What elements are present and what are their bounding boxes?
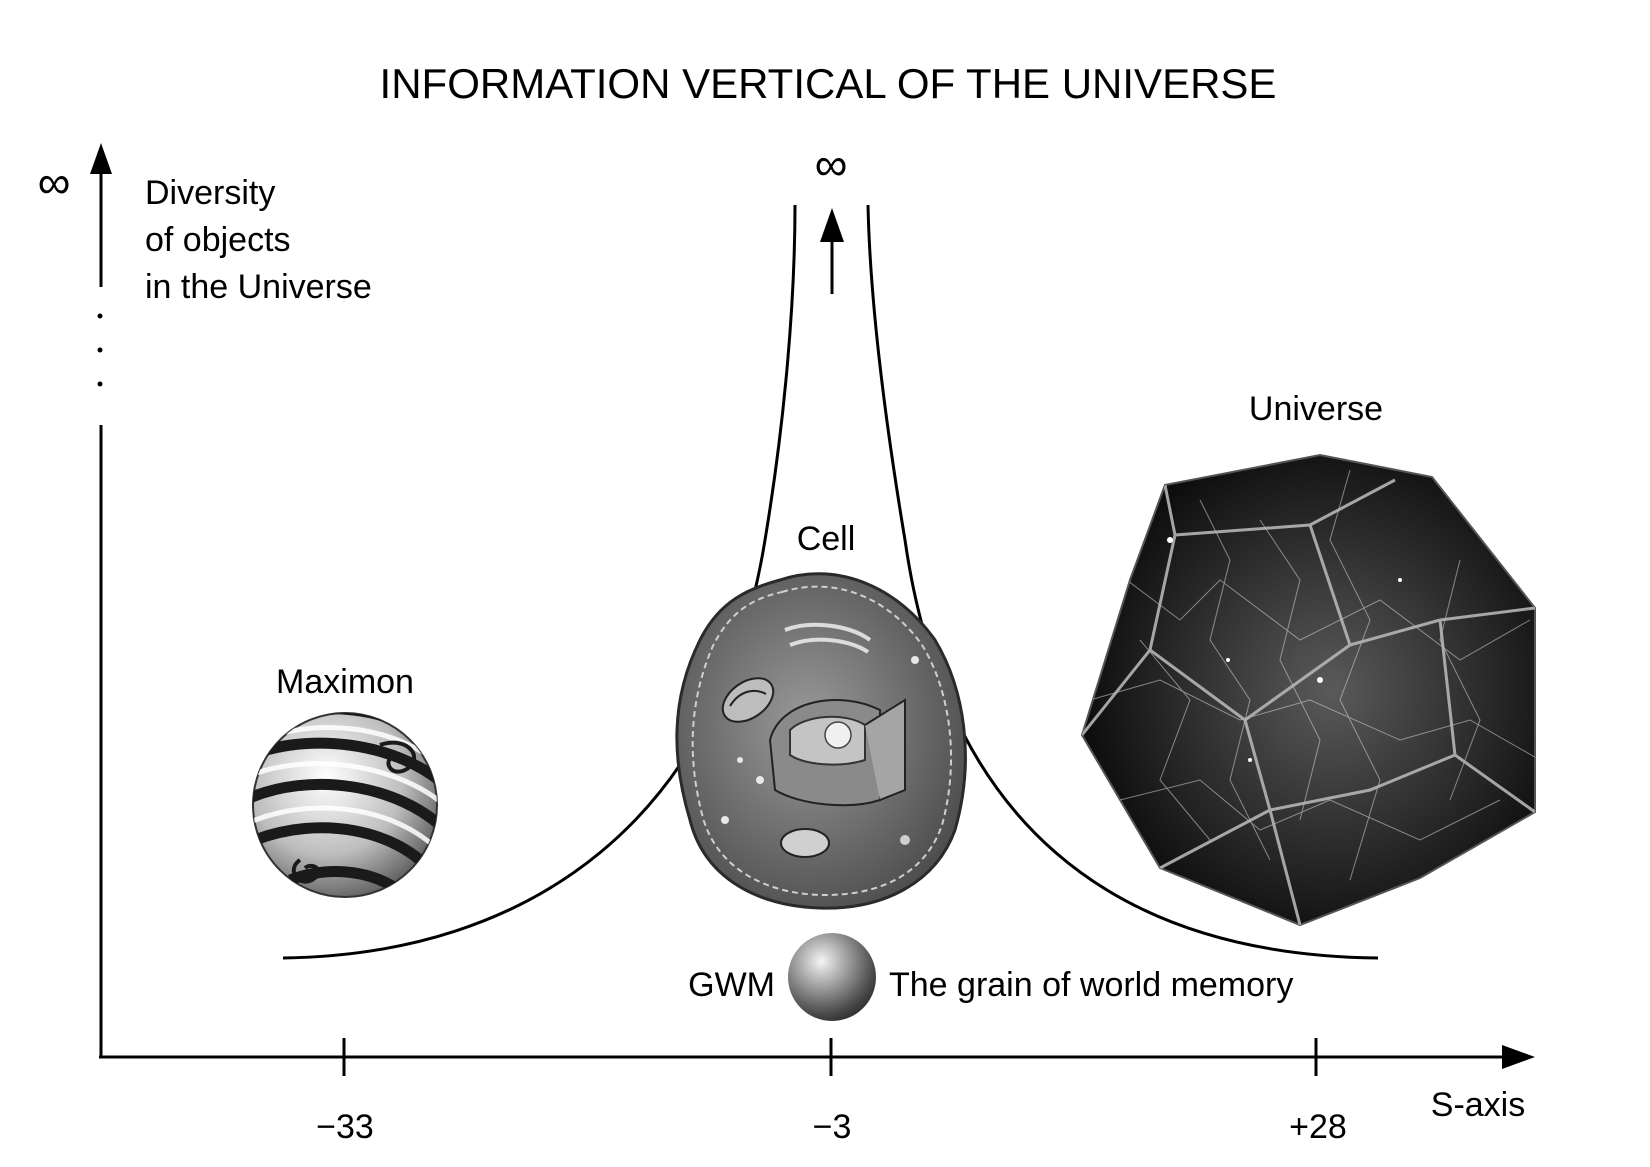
- curve-up-arrowhead: [820, 208, 844, 242]
- maximon-object: Maximon: [252, 663, 438, 898]
- x-axis-tick-label: −3: [813, 1108, 852, 1146]
- gwm-sphere-image: [788, 933, 876, 1021]
- gwm-description: The grain of world memory: [889, 966, 1293, 1004]
- gwm-object: GWM The grain of world memory: [688, 933, 1293, 1021]
- diagram-title: INFORMATION VERTICAL OF THE UNIVERSE: [380, 60, 1277, 107]
- x-axis-arrowhead: [1502, 1045, 1535, 1069]
- universe-dodecahedron-image: [1080, 453, 1536, 927]
- universe-object: Universe: [1080, 390, 1536, 927]
- maximon-label: Maximon: [276, 663, 414, 701]
- cell-illustration-image: [675, 572, 967, 910]
- curve-infinity-symbol: ∞: [815, 138, 848, 190]
- gwm-label: GWM: [688, 966, 775, 1004]
- maximon-spiral-sphere-image: [252, 712, 438, 898]
- y-axis-dot: [97, 313, 103, 319]
- x-axis: −33 −3 +28 S-axis: [99, 1038, 1535, 1146]
- y-axis-label-line-2: of objects: [145, 221, 291, 259]
- y-axis-dot: [97, 347, 103, 353]
- y-axis-label-line-3: in the Universe: [145, 268, 372, 306]
- x-axis-label: S-axis: [1431, 1086, 1525, 1124]
- y-axis: ∞ Diversity of objects in the Universe: [38, 143, 372, 1057]
- universe-label: Universe: [1249, 390, 1383, 428]
- y-axis-dot: [97, 381, 103, 387]
- cell-label: Cell: [797, 520, 856, 558]
- cell-object: Cell: [675, 520, 967, 910]
- x-axis-tick-label: +28: [1289, 1108, 1347, 1146]
- y-axis-arrowhead: [90, 143, 112, 174]
- x-axis-tick-label: −33: [316, 1108, 374, 1146]
- y-axis-infinity-symbol: ∞: [38, 156, 71, 208]
- y-axis-label-line-1: Diversity: [145, 174, 275, 212]
